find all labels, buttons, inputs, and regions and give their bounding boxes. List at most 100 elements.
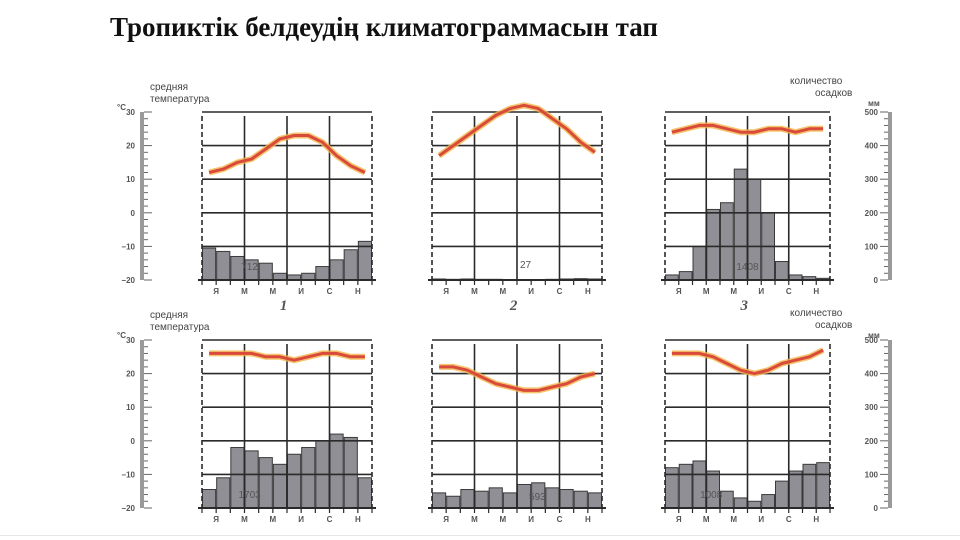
precip-bar bbox=[720, 490, 734, 509]
caption-line: средняя bbox=[150, 82, 188, 93]
month-label: М bbox=[269, 287, 276, 296]
annual-precip-label: 593 bbox=[529, 492, 546, 503]
temp-curve bbox=[439, 365, 596, 392]
precip-bar bbox=[678, 463, 693, 509]
temp-tick-label: 0 bbox=[131, 209, 136, 218]
precip-bar bbox=[315, 266, 330, 281]
precip-bar bbox=[357, 477, 373, 509]
precip-bar bbox=[775, 261, 789, 281]
temp-tick-label: −10 bbox=[121, 470, 135, 479]
precip-bar bbox=[202, 489, 217, 509]
precip-bar bbox=[343, 436, 358, 509]
precip-bar bbox=[502, 492, 518, 509]
month-label: Н bbox=[355, 515, 361, 524]
temp-scale-bar bbox=[140, 340, 144, 508]
precip-bar bbox=[329, 259, 344, 281]
climatogram-6: Я М М И С Н 1008 bbox=[661, 339, 834, 524]
precip-bar bbox=[301, 447, 316, 509]
month-label: М bbox=[499, 287, 506, 296]
caption-line: температура bbox=[150, 322, 210, 333]
month-label: М bbox=[269, 515, 276, 524]
annual-precip-label: 712 bbox=[241, 262, 258, 273]
month-label: И bbox=[758, 287, 764, 296]
temp-tick-label: 30 bbox=[126, 336, 135, 345]
month-label: М bbox=[730, 287, 737, 296]
climatogram-5: Я М М И С Н 593 bbox=[428, 339, 606, 524]
month-label: С bbox=[327, 287, 333, 296]
chart-number: 3 bbox=[739, 298, 748, 314]
precip-bar bbox=[775, 480, 789, 509]
temp-tick-label: 20 bbox=[126, 370, 135, 379]
month-label: Н bbox=[813, 515, 819, 524]
precip-bar bbox=[272, 463, 288, 509]
precip-tick-label: 300 bbox=[865, 403, 879, 412]
annual-precip-label: 1703 bbox=[238, 490, 261, 501]
temp-scale-bar bbox=[140, 112, 144, 280]
climatogram-3: Я М М И С Н 1408 3 bbox=[661, 111, 834, 314]
precip-bar bbox=[559, 489, 574, 509]
month-label: С bbox=[786, 287, 792, 296]
precip-bar bbox=[460, 489, 475, 509]
climatogram-4: Я М М И С Н 1703 bbox=[198, 339, 376, 524]
caption-line: количество bbox=[790, 76, 843, 87]
month-label: С bbox=[557, 515, 563, 524]
charts-layer: Я М М И С Н 712 1 Я М М И С Н 27 2 Я М М И С Н 1408 3 Я М М И С Н 1703… bbox=[198, 102, 834, 524]
precip-tick-label: 400 bbox=[865, 142, 879, 151]
temp-unit-label: °C bbox=[117, 103, 126, 112]
precip-bar bbox=[258, 457, 273, 509]
precip-bar bbox=[329, 433, 344, 509]
month-label: Я bbox=[443, 515, 449, 524]
month-label: Я bbox=[213, 515, 219, 524]
month-label: С bbox=[327, 515, 333, 524]
precip-bar bbox=[733, 497, 748, 509]
precip-bar bbox=[545, 487, 560, 509]
precip-scale-bar bbox=[888, 340, 892, 508]
month-label: М bbox=[471, 287, 478, 296]
month-label: М bbox=[730, 515, 737, 524]
month-label: М bbox=[241, 287, 248, 296]
temp-tick-label: 30 bbox=[126, 108, 135, 117]
precip-tick-label: 200 bbox=[865, 437, 879, 446]
month-label: М bbox=[703, 515, 710, 524]
axes-layer: 3020100−10−2050040030020010003020100−10−… bbox=[121, 108, 892, 513]
chart-number: 2 bbox=[509, 298, 518, 314]
precip-bar bbox=[474, 490, 489, 509]
temp-tick-label: 0 bbox=[131, 437, 136, 446]
climatogram-1: Я М М И С Н 712 1 bbox=[198, 111, 376, 314]
precip-bar bbox=[287, 453, 302, 509]
precip-unit-label: мм bbox=[868, 99, 880, 108]
chart-number: 1 bbox=[280, 298, 288, 314]
month-label: Н bbox=[585, 287, 591, 296]
precip-scale-bar bbox=[888, 112, 892, 280]
month-label: Я bbox=[676, 287, 682, 296]
precip-bar bbox=[488, 487, 503, 509]
temp-curve bbox=[209, 351, 365, 362]
annual-precip-label: 1008 bbox=[700, 490, 723, 501]
precip-bar bbox=[343, 249, 358, 281]
temp-tick-label: 20 bbox=[126, 142, 135, 151]
temp-unit-label: °C bbox=[117, 331, 126, 340]
annual-precip-label: 1408 bbox=[736, 262, 759, 273]
precip-bar bbox=[301, 272, 316, 281]
month-label: Н bbox=[813, 287, 819, 296]
caption-line: осадков bbox=[815, 88, 852, 99]
precip-bar bbox=[692, 245, 707, 281]
month-label: И bbox=[528, 515, 534, 524]
left-axis-caption-top: средняя температура °C bbox=[117, 82, 210, 112]
precip-bar bbox=[816, 462, 830, 509]
annual-precip-label: 27 bbox=[520, 260, 532, 271]
temp-tick-label: −20 bbox=[121, 504, 135, 513]
precip-bar bbox=[216, 477, 231, 509]
left-axis-caption-bottom: средняя температура °C bbox=[117, 310, 210, 340]
month-label: Н bbox=[355, 287, 361, 296]
precip-bar bbox=[432, 492, 447, 509]
precip-bar bbox=[802, 463, 817, 509]
caption-line: средняя bbox=[150, 310, 188, 321]
month-label: М bbox=[703, 287, 710, 296]
precip-bar bbox=[706, 208, 720, 281]
precip-tick-label: 100 bbox=[865, 242, 879, 251]
month-label: Я bbox=[213, 287, 219, 296]
month-label: М bbox=[499, 515, 506, 524]
precip-bar bbox=[587, 492, 602, 509]
